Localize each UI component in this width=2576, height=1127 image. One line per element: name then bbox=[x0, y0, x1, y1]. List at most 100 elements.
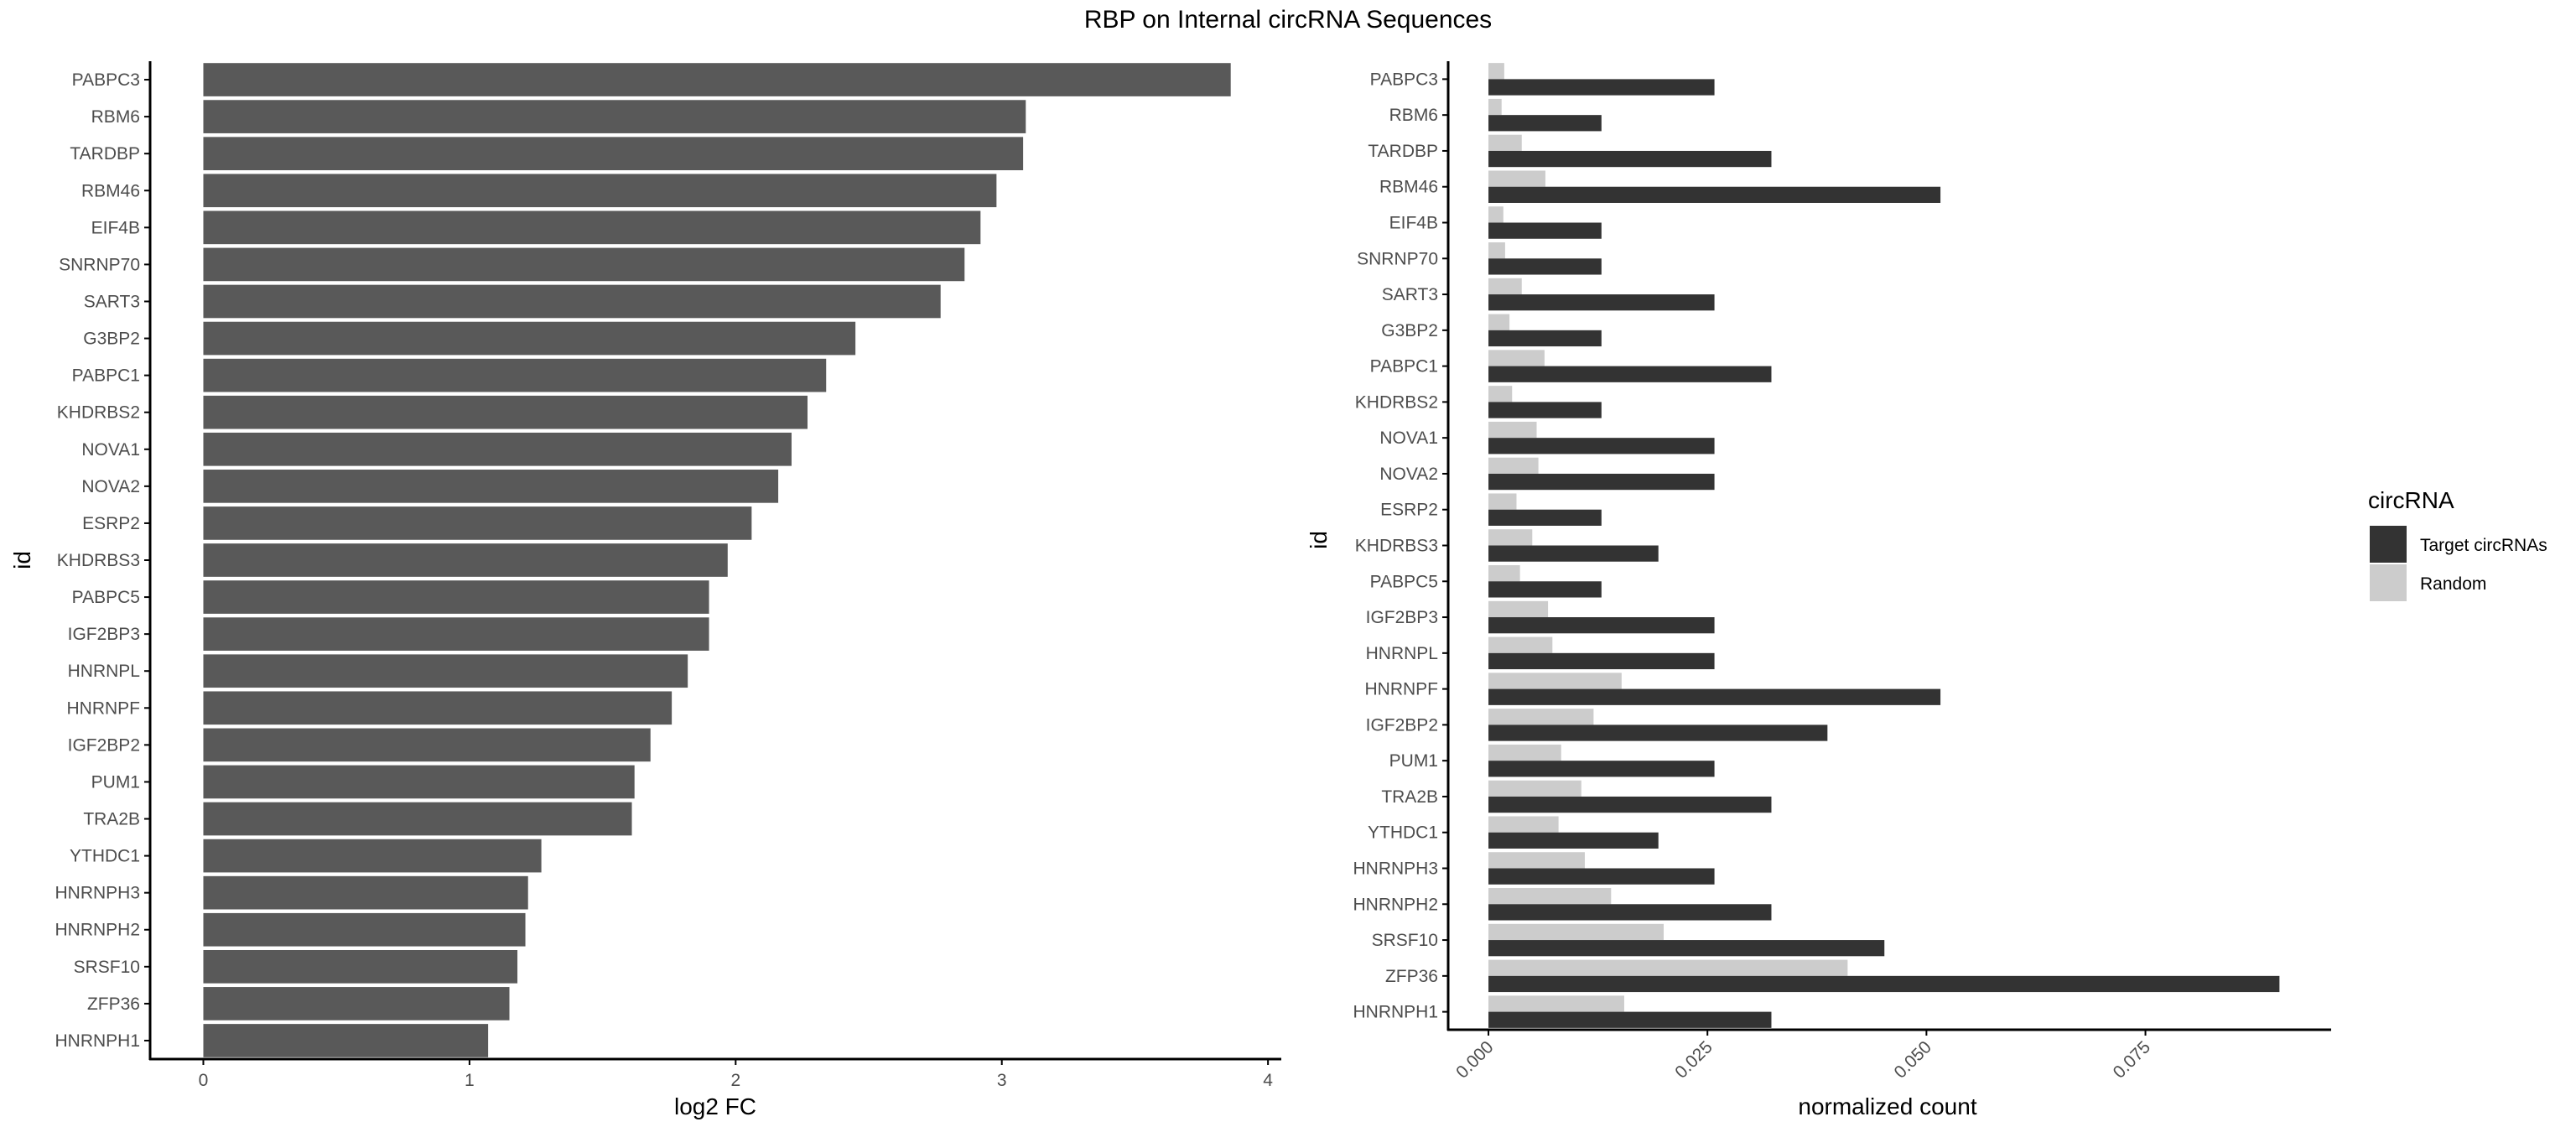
bar-random-snrnp70 bbox=[1488, 242, 1505, 259]
bar-target-nova2 bbox=[1488, 473, 1715, 491]
y-tick-label-pabpc5: PABPC5 bbox=[72, 588, 140, 607]
bar-random-khdrbs3 bbox=[1488, 529, 1533, 546]
right-x-tick-label-0-000: 0.000 bbox=[1452, 1037, 1497, 1082]
bar-target-pabpc5 bbox=[1488, 581, 1602, 598]
y-tick-label-ythdc1: YTHDC1 bbox=[70, 847, 140, 866]
right-panel: PABPC3 RBM6 TARDBP RBM46 EIF4B SNRNP70 SART3 G3… bbox=[1353, 61, 2331, 1083]
left-x-tick-label-2: 2 bbox=[730, 1071, 740, 1090]
bar-random-tra2b bbox=[1488, 780, 1581, 797]
legend-key-random bbox=[2370, 564, 2407, 601]
y-tick-label-igf2bp2: IGF2BP2 bbox=[68, 735, 140, 755]
right-y-tick-label-sart3: SART3 bbox=[1382, 285, 1438, 304]
legend-key-target bbox=[2370, 526, 2407, 563]
left-y-axis-title: id bbox=[9, 551, 35, 569]
y-tick-label-sart3: SART3 bbox=[84, 292, 140, 311]
bar-random-hnrnpf bbox=[1488, 673, 1622, 689]
bar-random-hnrnph2 bbox=[1488, 888, 1612, 905]
y-tick-label-pabpc1: PABPC1 bbox=[72, 366, 140, 386]
bar-hnrnph3 bbox=[203, 875, 528, 910]
bar-target-hnrnph2 bbox=[1488, 904, 1772, 921]
bar-target-khdrbs2 bbox=[1488, 402, 1602, 418]
legend-label-random: Random bbox=[2420, 574, 2486, 594]
bar-random-hnrnph3 bbox=[1488, 852, 1585, 869]
legend: circRNA Target circRNAs Random bbox=[2368, 487, 2547, 601]
left-x-tick-label-0: 0 bbox=[199, 1071, 209, 1090]
y-tick-label-pum1: PUM1 bbox=[91, 772, 140, 792]
right-y-tick-label-igf2bp3: IGF2BP3 bbox=[1366, 608, 1438, 627]
right-y-tick-label-pabpc3: PABPC3 bbox=[1370, 70, 1438, 89]
legend-label-target: Target circRNAs bbox=[2420, 536, 2547, 555]
left-x-tick-label-4: 4 bbox=[1263, 1071, 1273, 1090]
bar-random-hnrnpl bbox=[1488, 636, 1553, 653]
left-x-tick-label-1: 1 bbox=[465, 1071, 475, 1090]
bar-target-g3bp2 bbox=[1488, 330, 1602, 347]
bar-random-pum1 bbox=[1488, 744, 1561, 761]
y-tick-label-nova2: NOVA2 bbox=[81, 477, 140, 496]
right-y-tick-label-tardbp: TARDBP bbox=[1368, 142, 1438, 161]
y-tick-label-rbm6: RBM6 bbox=[91, 107, 140, 127]
bar-target-ythdc1 bbox=[1488, 832, 1659, 849]
left-x-tick-label-3: 3 bbox=[997, 1071, 1007, 1090]
bar-target-srsf10 bbox=[1488, 940, 1885, 957]
bar-target-snrnp70 bbox=[1488, 258, 1602, 275]
bar-random-eif4b bbox=[1488, 206, 1504, 223]
bar-target-rbm6 bbox=[1488, 115, 1602, 132]
right-y-tick-label-srsf10: SRSF10 bbox=[1372, 931, 1438, 950]
bar-rbm46 bbox=[203, 174, 997, 208]
bar-random-zfp36 bbox=[1488, 959, 1848, 976]
y-tick-label-tardbp: TARDBP bbox=[70, 144, 140, 164]
bar-srsf10 bbox=[203, 949, 518, 984]
bar-random-igf2bp2 bbox=[1488, 709, 1594, 725]
right-y-tick-label-khdrbs2: KHDRBS2 bbox=[1355, 392, 1438, 412]
y-tick-label-hnrnpl: HNRNPL bbox=[68, 662, 140, 681]
bar-target-rbm46 bbox=[1488, 186, 1941, 203]
right-y-tick-label-igf2bp2: IGF2BP2 bbox=[1366, 715, 1438, 735]
bar-target-hnrnph1 bbox=[1488, 1011, 1772, 1028]
bar-random-rbm46 bbox=[1488, 170, 1545, 187]
bar-random-srsf10 bbox=[1488, 923, 1664, 941]
bar-khdrbs2 bbox=[203, 395, 808, 429]
right-y-tick-label-esrp2: ESRP2 bbox=[1380, 501, 1438, 520]
bar-target-hnrnpf bbox=[1488, 688, 1941, 705]
bar-tardbp bbox=[203, 137, 1024, 171]
y-tick-label-tra2b: TRA2B bbox=[83, 810, 140, 829]
right-x-tick-label-0-050: 0.050 bbox=[1890, 1037, 1935, 1082]
bar-random-igf2bp3 bbox=[1488, 600, 1549, 618]
bar-random-g3bp2 bbox=[1488, 314, 1510, 330]
y-tick-label-hnrnph2: HNRNPH2 bbox=[55, 921, 140, 940]
bar-target-khdrbs3 bbox=[1488, 545, 1659, 562]
right-y-tick-label-g3bp2: G3BP2 bbox=[1381, 321, 1438, 340]
bar-random-pabpc1 bbox=[1488, 350, 1545, 366]
bar-random-esrp2 bbox=[1488, 493, 1517, 510]
y-tick-label-snrnp70: SNRNP70 bbox=[59, 255, 140, 274]
y-tick-label-pabpc3: PABPC3 bbox=[72, 70, 140, 90]
bar-target-tra2b bbox=[1488, 796, 1772, 813]
right-y-tick-label-khdrbs3: KHDRBS3 bbox=[1355, 537, 1438, 556]
plot-title: RBP on Internal circRNA Sequences bbox=[1084, 6, 1492, 34]
right-y-axis-title: id bbox=[1306, 531, 1332, 549]
right-y-tick-label-pum1: PUM1 bbox=[1389, 751, 1438, 771]
right-y-tick-label-snrnp70: SNRNP70 bbox=[1357, 249, 1438, 268]
bar-random-khdrbs2 bbox=[1488, 386, 1513, 402]
y-tick-label-zfp36: ZFP36 bbox=[87, 995, 140, 1014]
bar-target-esrp2 bbox=[1488, 509, 1602, 526]
right-y-tick-label-hnrnph1: HNRNPH1 bbox=[1353, 1003, 1438, 1022]
bar-zfp36 bbox=[203, 987, 510, 1021]
right-x-axis-title: normalized count bbox=[1798, 1093, 1976, 1119]
bar-nova1 bbox=[203, 432, 792, 466]
right-y-tick-label-pabpc1: PABPC1 bbox=[1370, 357, 1438, 377]
y-tick-label-hnrnph3: HNRNPH3 bbox=[55, 884, 140, 903]
bar-pum1 bbox=[203, 765, 635, 799]
bar-target-hnrnph3 bbox=[1488, 868, 1715, 885]
right-y-tick-label-tra2b: TRA2B bbox=[1381, 787, 1438, 807]
bar-target-hnrnpl bbox=[1488, 652, 1715, 670]
bar-nova2 bbox=[203, 470, 779, 503]
bar-hnrnpl bbox=[203, 654, 688, 688]
right-y-tick-label-hnrnph3: HNRNPH3 bbox=[1353, 860, 1438, 879]
right-y-tick-label-rbm6: RBM6 bbox=[1389, 106, 1438, 125]
bar-random-sart3 bbox=[1488, 278, 1522, 295]
bar-pabpc3 bbox=[203, 63, 1231, 96]
bar-pabpc5 bbox=[203, 580, 709, 614]
bar-eif4b bbox=[203, 210, 981, 245]
bar-random-pabpc3 bbox=[1488, 63, 1504, 80]
